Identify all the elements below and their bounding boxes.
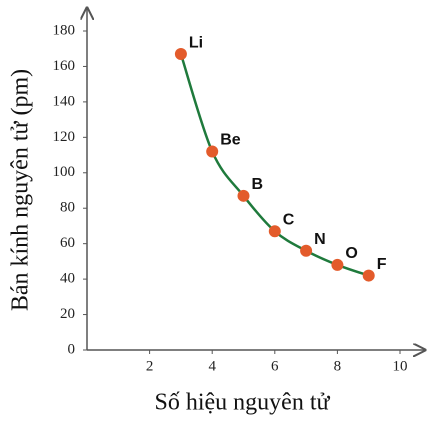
y-tick-label: 160 [53,58,76,74]
series-line [179,53,370,277]
point-label: C [283,211,295,228]
y-tick-label: 40 [60,271,75,287]
point-label: B [252,176,264,193]
x-tick-label: 6 [271,358,279,374]
point-label: F [377,256,387,273]
y-tick-label: 140 [53,93,76,109]
point [174,48,187,61]
point [331,258,344,271]
point [300,244,313,257]
y-tick-label: 20 [60,306,75,322]
point [268,225,281,238]
y-tick-label: 0 [68,341,76,357]
point [237,189,250,202]
point-label: O [345,245,357,262]
y-tick-label: 180 [53,22,76,38]
point [206,145,219,158]
x-axis-title: Số hiệu nguyên tử [155,390,331,416]
point-label: Li [189,34,203,51]
y-axis-title: Bán kính nguyên tử (pm) [8,69,34,311]
point-label: Be [220,132,241,149]
x-tick-label: 2 [146,358,154,374]
point-label: N [314,231,326,248]
x-tick-label: 10 [393,358,408,374]
y-tick-label: 100 [53,164,76,180]
point [362,269,375,282]
y-tick-label: 120 [53,129,76,145]
y-tick-label: 80 [60,200,75,216]
y-tick-label: 60 [60,235,75,251]
x-tick-label: 4 [208,358,216,374]
x-tick-label: 8 [334,358,342,374]
